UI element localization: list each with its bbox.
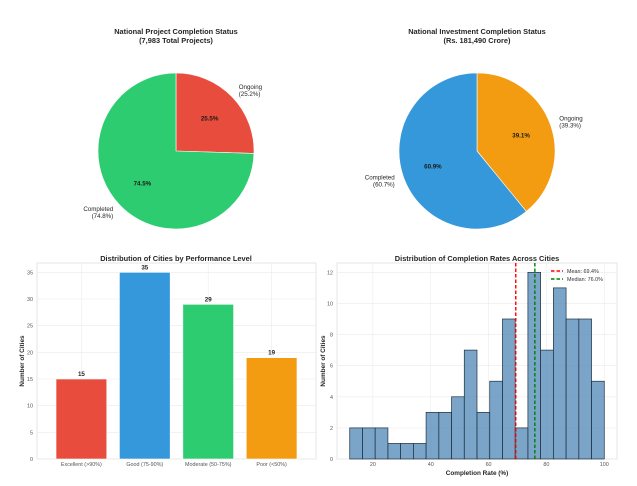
pie1-slice-ongoing-share: (25.2%) — [239, 91, 261, 98]
bar-chart-ytick-label: 30 — [27, 297, 33, 303]
histogram-bin-12 — [502, 318, 516, 460]
histogram-ytick-label: 10 — [327, 301, 333, 307]
performance-level-bar-chart: Distribution of Cities by Performance Le… — [19, 254, 317, 468]
histogram-bin-19 — [591, 380, 605, 460]
bar-chart-ytick-label: 25 — [27, 324, 33, 330]
histogram-bin-0 — [349, 427, 363, 460]
bar-chart-ytick-label: 0 — [30, 457, 33, 463]
pie1-slice-ongoing-label: Ongoing — [239, 84, 263, 91]
histogram-xtick-label: 80 — [543, 462, 549, 468]
bar-2-value-label: 29 — [205, 296, 212, 303]
investment-completion-pie-chart: National Investment Completion Status (R… — [365, 27, 583, 230]
project-completion-pie-chart: National Project Completion Status (7,98… — [83, 27, 263, 230]
histogram-bin-9 — [463, 349, 478, 460]
histogram-xtick-label: 60 — [486, 462, 492, 468]
legend-median-label: Median: 76.0% — [567, 277, 603, 283]
histogram-bin-16 — [553, 287, 567, 460]
histogram-xtick-label: 20 — [370, 462, 376, 468]
histogram-ytick-label: 0 — [330, 457, 333, 463]
histogram-ylabel: Number of Cities — [320, 335, 327, 387]
bar-3-category-label: Poor (<50%) — [256, 462, 287, 468]
bar-2 — [182, 304, 234, 460]
pie1-slice-ongoing — [175, 72, 255, 154]
bar-2-category-label: Moderate (50-75%) — [185, 462, 232, 468]
pie2-subtitle: (Rs. 181,490 Crore) — [444, 36, 511, 45]
legend-mean-label: Mean: 69.4% — [567, 269, 599, 275]
histogram-ytick-label: 8 — [330, 333, 333, 339]
bar-0-category-label: Excellent (>90%) — [61, 462, 102, 468]
histogram-xlabel: Completion Rate (%) — [446, 470, 509, 477]
pie1-slice-completed-percent: 74.5% — [134, 181, 152, 188]
histogram-ytick-label: 6 — [330, 364, 333, 370]
bar-chart-ytick-label: 10 — [27, 404, 33, 410]
histogram-bin-3 — [387, 443, 401, 460]
bar-1 — [119, 272, 171, 460]
pie1-title: National Project Completion Status — [114, 27, 238, 36]
pie1-slice-completed-label: Completed — [83, 206, 113, 213]
pie2-slice-completed-share: (60.7%) — [373, 181, 395, 188]
histogram-bin-2 — [374, 427, 389, 460]
histogram-bin-17 — [565, 318, 580, 460]
bar-chart-ytick-label: 35 — [27, 270, 33, 276]
histogram-bin-5 — [413, 443, 427, 460]
histogram-bin-1 — [362, 427, 376, 460]
bar-3 — [245, 357, 298, 460]
histogram-title: Distribution of Completion Rates Across … — [395, 254, 559, 263]
pie1-slice-ongoing-percent: 25.5% — [201, 115, 219, 122]
bar-chart-ylabel: Number of Cities — [19, 335, 26, 387]
pie2-slice-completed — [398, 72, 527, 230]
histogram-xtick-label: 40 — [428, 462, 434, 468]
histogram-xtick-label: 100 — [600, 462, 609, 468]
pie2-slice-ongoing-percent: 39.1% — [512, 132, 530, 139]
histogram-bin-6 — [425, 411, 440, 460]
pie1-subtitle: (7,983 Total Projects) — [139, 36, 213, 45]
bar-1-category-label: Good (75-90%) — [126, 462, 163, 468]
bar-0-value-label: 15 — [78, 371, 85, 378]
bar-chart-ytick-label: 15 — [27, 377, 33, 383]
histogram-bin-7 — [438, 411, 452, 460]
pie2-title: National Investment Completion Status — [408, 27, 546, 36]
histogram-ytick-label: 4 — [330, 395, 333, 401]
pie2-slice-ongoing-label: Ongoing — [559, 116, 583, 123]
histogram-bin-10 — [476, 411, 491, 460]
pie2-slice-ongoing — [476, 72, 556, 212]
pie2-slice-ongoing-share: (39.3%) — [559, 123, 581, 130]
bar-0 — [55, 378, 108, 460]
bar-1-value-label: 35 — [141, 264, 148, 271]
histogram-bin-11 — [489, 380, 503, 460]
pie1-slice-completed-share: (74.8%) — [92, 213, 114, 220]
histogram-ytick-label: 2 — [330, 426, 333, 432]
pie2-slice-completed-label: Completed — [365, 174, 395, 181]
histogram-bin-18 — [578, 318, 592, 460]
bar-3-value-label: 19 — [268, 350, 275, 357]
histogram-bin-13 — [514, 427, 529, 460]
completion-rate-histogram: Distribution of Completion Rates Across … — [320, 254, 618, 477]
pie1-slice-completed — [97, 72, 255, 230]
bar-chart-title: Distribution of Cities by Performance Le… — [100, 254, 252, 263]
histogram-ytick-label: 12 — [327, 270, 333, 276]
histogram-bin-4 — [400, 443, 414, 460]
bar-chart-ytick-label: 20 — [27, 350, 33, 356]
histogram-bin-8 — [451, 396, 465, 460]
bar-chart-ytick-label: 5 — [30, 430, 33, 436]
pie2-slice-completed-percent: 60.9% — [424, 164, 442, 171]
histogram-bin-15 — [540, 349, 554, 460]
